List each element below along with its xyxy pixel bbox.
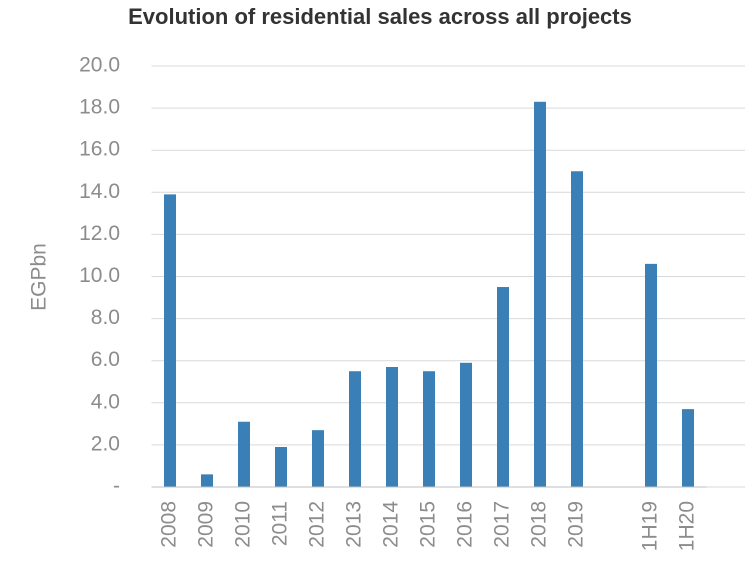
y-tick-label: 4.0 bbox=[91, 390, 120, 413]
x-tick-label: 2016 bbox=[454, 501, 477, 548]
bar bbox=[534, 101, 546, 487]
y-tick-label: 10.0 bbox=[79, 264, 120, 287]
bar bbox=[386, 367, 398, 487]
bar bbox=[349, 371, 361, 487]
y-tick-label: 20.0 bbox=[79, 54, 120, 77]
x-tick-label: 2009 bbox=[195, 501, 218, 548]
y-tick-label: 18.0 bbox=[79, 96, 120, 119]
bar bbox=[238, 421, 250, 487]
bar bbox=[312, 430, 324, 487]
x-tick-label: 2019 bbox=[565, 501, 588, 548]
x-tick-label: 1H19 bbox=[639, 501, 662, 551]
bar bbox=[645, 263, 657, 487]
x-tick-label: 1H20 bbox=[676, 501, 699, 551]
bar bbox=[682, 409, 694, 487]
y-tick-label: 8.0 bbox=[91, 306, 120, 329]
y-tick-label: 12.0 bbox=[79, 222, 120, 245]
bar bbox=[275, 447, 287, 487]
bar bbox=[460, 362, 472, 487]
x-tick-label: 2017 bbox=[491, 501, 514, 548]
bar bbox=[164, 194, 176, 487]
bar bbox=[571, 171, 583, 487]
x-tick-label: 2010 bbox=[232, 501, 255, 548]
x-tick-label: 2008 bbox=[158, 501, 181, 548]
x-tick-label: 2011 bbox=[269, 501, 292, 546]
bar bbox=[201, 474, 213, 487]
x-tick-label: 2012 bbox=[306, 501, 329, 548]
x-tick-label: 2013 bbox=[343, 501, 366, 548]
y-tick-label: 6.0 bbox=[91, 348, 120, 371]
bar bbox=[423, 371, 435, 487]
x-tick-label: 2018 bbox=[528, 501, 551, 548]
y-tick-label: 16.0 bbox=[79, 138, 120, 161]
y-axis-label: EGPbn bbox=[28, 243, 51, 311]
y-tick-label: 14.0 bbox=[79, 180, 120, 203]
y-tick-label: - bbox=[113, 475, 120, 498]
x-tick-label: 2015 bbox=[417, 501, 440, 548]
bar bbox=[497, 287, 509, 487]
x-tick-label: 2014 bbox=[380, 501, 403, 548]
y-tick-label: 2.0 bbox=[91, 432, 120, 455]
chart-title: Evolution of residential sales across al… bbox=[128, 4, 632, 29]
